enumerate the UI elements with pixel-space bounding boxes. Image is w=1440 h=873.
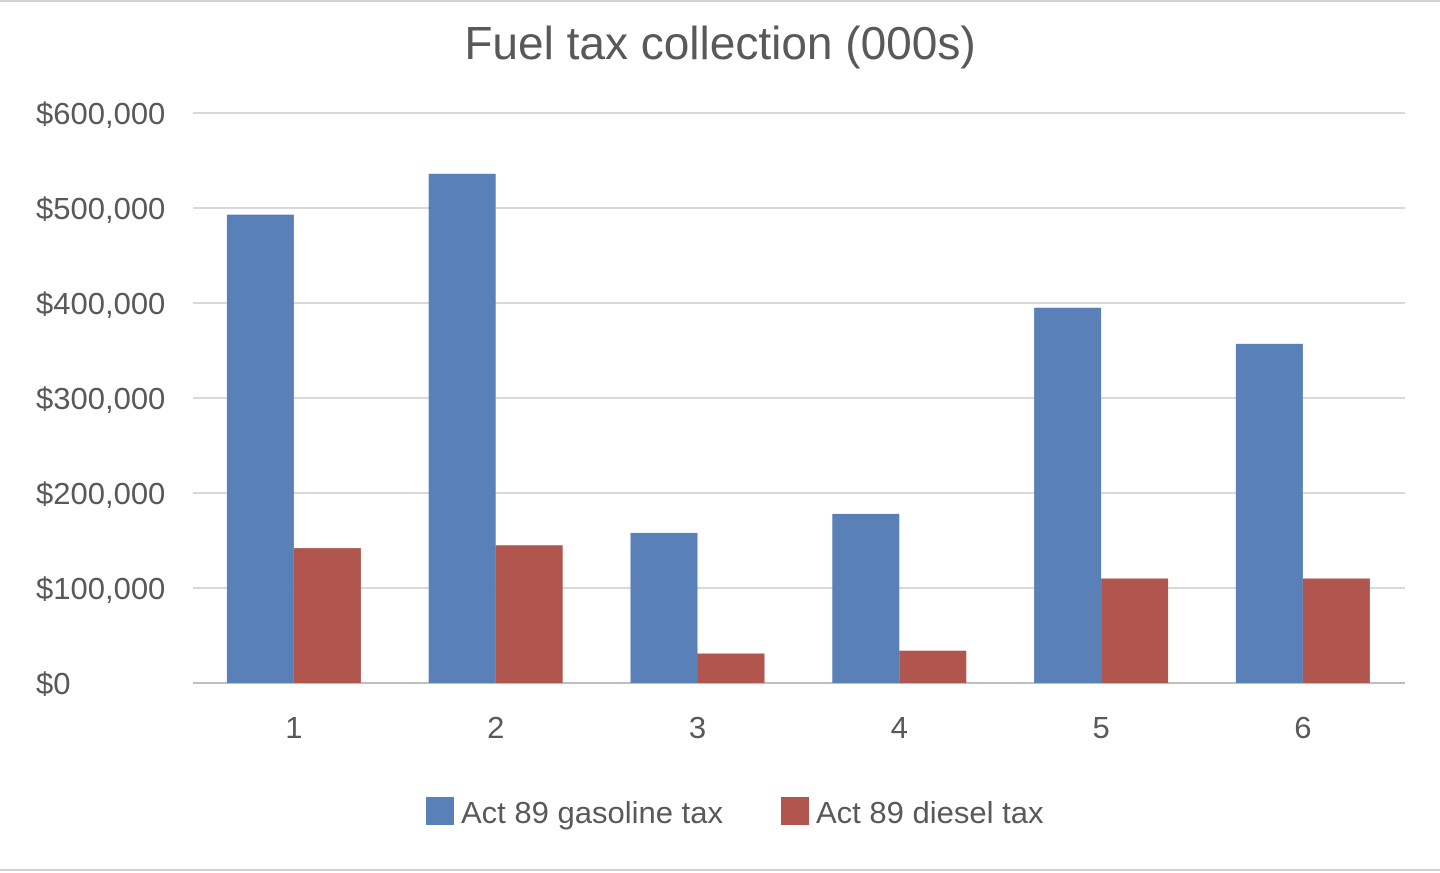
- y-tick-label: $600,000: [36, 96, 165, 131]
- legend-label: Act 89 diesel tax: [816, 795, 1044, 830]
- bar-gasoline-4: [832, 513, 900, 683]
- x-axis-tick-labels: 1 2 3 4 5 6: [285, 710, 1311, 745]
- bar-gasoline-1: [226, 214, 294, 683]
- bar-gasoline-6: [1235, 343, 1303, 683]
- legend-swatch: [426, 797, 454, 825]
- legend-swatch: [781, 797, 809, 825]
- gridlines: [193, 112, 1405, 684]
- x-tick-label: 2: [487, 710, 504, 745]
- x-tick-label: 1: [285, 710, 302, 745]
- bar-diesel-2: [495, 545, 563, 683]
- x-tick-label: 4: [891, 710, 908, 745]
- bar-diesel-4: [899, 650, 967, 683]
- bar-diesel-5: [1101, 578, 1169, 683]
- y-tick-label: $0: [36, 666, 70, 701]
- y-tick-label: $500,000: [36, 191, 165, 226]
- legend: Act 89 gasoline tax Act 89 diesel tax: [426, 795, 1044, 830]
- bar-gasoline-5: [1034, 307, 1102, 683]
- bar-gasoline-3: [630, 532, 698, 683]
- bars: [226, 173, 1370, 684]
- x-tick-label: 6: [1294, 710, 1311, 745]
- y-axis-tick-labels: $0 $100,000 $200,000 $300,000 $400,000 $500,0…: [36, 96, 165, 701]
- legend-label: Act 89 gasoline tax: [461, 795, 723, 830]
- x-tick-label: 5: [1092, 710, 1109, 745]
- y-tick-label: $400,000: [36, 286, 165, 321]
- bar-diesel-1: [293, 548, 361, 683]
- chart-title: Fuel tax collection (000s): [464, 17, 975, 69]
- y-tick-label: $100,000: [36, 571, 165, 606]
- bar-gasoline-2: [428, 173, 496, 684]
- y-tick-label: $300,000: [36, 381, 165, 416]
- y-tick-label: $200,000: [36, 476, 165, 511]
- bar-diesel-6: [1302, 578, 1370, 683]
- x-tick-label: 3: [689, 710, 706, 745]
- bar-diesel-3: [697, 653, 765, 683]
